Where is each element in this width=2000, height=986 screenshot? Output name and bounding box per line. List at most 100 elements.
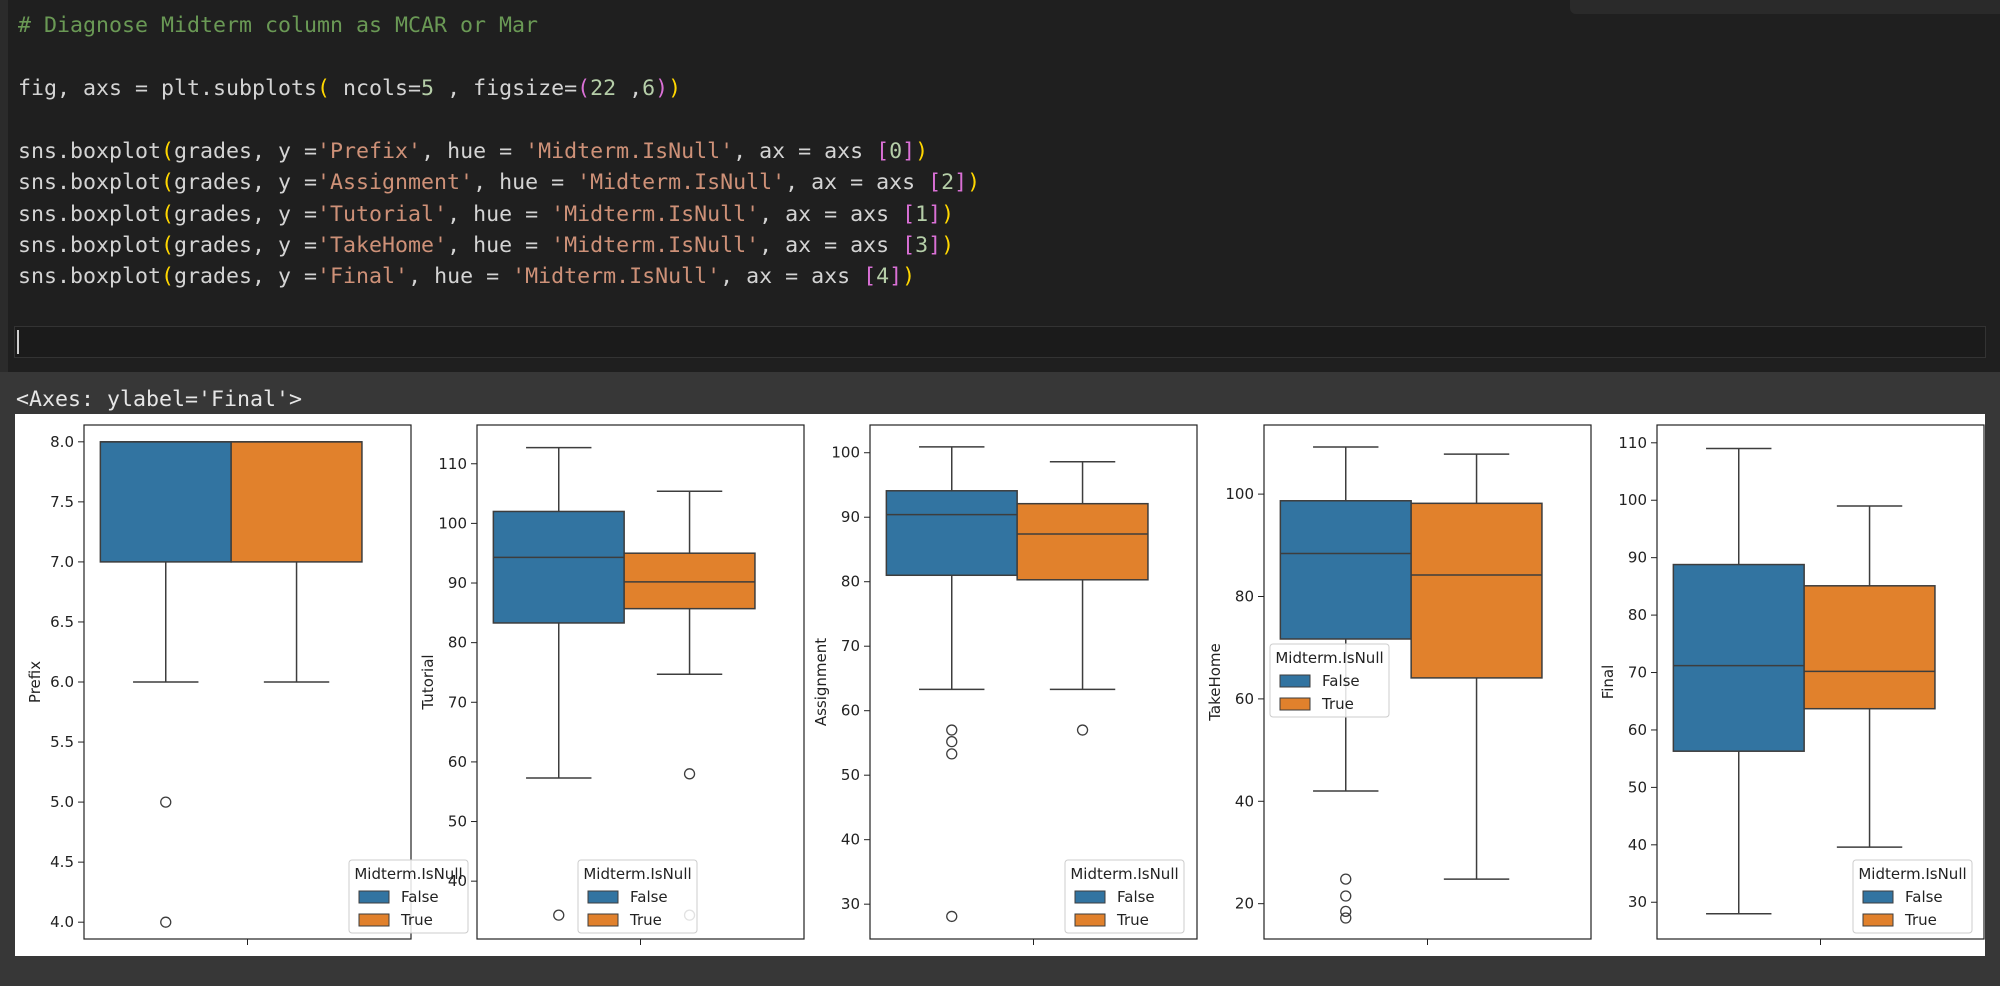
code-token: grades, y = <box>174 264 318 289</box>
y-tick-label: 70 <box>448 693 467 711</box>
code-line: sns.boxplot(grades, y ='Assignment', hue… <box>18 168 980 198</box>
y-tick-label: 60 <box>841 702 860 720</box>
code-token: ] <box>902 139 916 164</box>
box-true <box>623 552 756 610</box>
legend-title: Midterm.IsNull <box>583 865 691 883</box>
y-tick-label: 20 <box>1235 895 1254 913</box>
y-tick-label: 40 <box>1235 792 1254 810</box>
code-token: , figsize= <box>434 76 578 101</box>
code-token: 4 <box>876 264 890 289</box>
code-token: , hue = <box>421 139 526 164</box>
y-axis-label: TakeHome <box>1206 643 1224 722</box>
legend-title: Midterm.IsNull <box>354 865 462 883</box>
code-token: [ <box>928 170 942 195</box>
legend: Midterm.IsNull False True <box>1269 643 1390 718</box>
code-token: , ax = axs <box>785 170 929 195</box>
cell-toolbar[interactable] <box>1570 0 2000 14</box>
code-token: 'Midterm.IsNull' <box>551 233 760 258</box>
code-token: 5 <box>421 76 435 101</box>
code-token: ) <box>902 264 916 289</box>
empty-code-cell[interactable] <box>14 326 1986 358</box>
code-line: sns.boxplot(grades, y ='Tutorial', hue =… <box>18 200 954 230</box>
box-false <box>492 510 625 624</box>
code-token: 'Final' <box>317 264 409 289</box>
code-token: sns.boxplot <box>18 139 162 164</box>
code-token: 1 <box>915 202 929 227</box>
y-tick-label: 4.0 <box>50 913 74 931</box>
y-axis-label: Tutorial <box>419 654 437 710</box>
y-axis-label: Assignment <box>812 638 830 726</box>
code-token: # Diagnose Midterm column as MCAR or Mar <box>18 13 539 38</box>
code-token: , <box>616 76 643 101</box>
legend-swatch-false <box>1279 674 1311 688</box>
y-tick-label: 7.5 <box>50 493 74 511</box>
code-token: 'Midterm.IsNull' <box>525 139 734 164</box>
y-tick-label: 90 <box>841 508 860 526</box>
legend-swatch-false <box>358 890 390 904</box>
y-tick-label: 6.5 <box>50 613 74 631</box>
code-token: ] <box>889 264 903 289</box>
y-tick-label: 60 <box>1235 690 1254 708</box>
box-false-outlier <box>1340 905 1352 918</box>
box-false-outlier <box>946 736 958 748</box>
code-token: ) <box>655 76 669 101</box>
y-tick-label: 80 <box>1235 588 1254 606</box>
legend-label-false: False <box>630 888 668 906</box>
code-token: sns.boxplot <box>18 264 162 289</box>
code-token: [ <box>902 233 916 258</box>
code-token: , hue = <box>473 170 578 195</box>
y-tick-label: 80 <box>448 634 467 652</box>
code-token: 'Midterm.IsNull' <box>551 202 760 227</box>
code-token: fig, axs = plt.subplots <box>18 76 318 101</box>
legend-swatch-false <box>1074 890 1106 904</box>
legend-title: Midterm.IsNull <box>1858 865 1966 883</box>
code-token: ] <box>928 202 942 227</box>
code-token: grades, y = <box>174 170 318 195</box>
code-token: 22 <box>590 76 617 101</box>
code-token: , ax = axs <box>759 233 903 258</box>
code-token: ( <box>161 233 175 258</box>
box-false-outlier <box>1340 912 1352 924</box>
code-line: sns.boxplot(grades, y ='Prefix', hue = '… <box>18 137 928 167</box>
legend-swatch-true <box>1279 697 1311 711</box>
y-tick-label: 60 <box>448 753 467 771</box>
code-token: ] <box>954 170 968 195</box>
y-tick-label: 6.0 <box>50 673 74 691</box>
y-tick-label: 60 <box>1628 721 1647 739</box>
code-token: 'TakeHome' <box>317 233 448 258</box>
code-token: [ <box>902 202 916 227</box>
legend-label-true: True <box>400 911 433 929</box>
y-tick-label: 4.5 <box>50 853 74 871</box>
legend-swatch-false <box>1862 890 1894 904</box>
box-true <box>1803 585 1936 710</box>
y-tick-label: 90 <box>1628 549 1647 567</box>
y-tick-label: 40 <box>1628 836 1647 854</box>
y-tick-label: 30 <box>841 895 860 913</box>
box-false <box>1672 563 1805 752</box>
y-axis-label: Prefix <box>26 661 44 703</box>
code-cell-editor[interactable]: # Diagnose Midterm column as MCAR or Mar… <box>0 0 2000 372</box>
code-token: , hue = <box>447 233 552 258</box>
box-true <box>1016 502 1149 581</box>
box-false-outlier <box>1340 890 1352 902</box>
code-token: 3 <box>915 233 929 258</box>
y-tick-label: 70 <box>841 637 860 655</box>
box-false-outlier <box>553 909 565 921</box>
code-token: , hue = <box>447 202 552 227</box>
code-token: 'Prefix' <box>317 139 422 164</box>
code-token: sns.boxplot <box>18 202 162 227</box>
y-tick-label: 70 <box>1628 664 1647 682</box>
box-false <box>1279 500 1412 640</box>
box-true <box>230 441 363 563</box>
code-token: ) <box>915 139 929 164</box>
box-true-outlier <box>1076 724 1089 736</box>
code-token: 'Assignment' <box>317 170 474 195</box>
code-token: ( <box>317 76 331 101</box>
legend-swatch-true <box>1074 913 1106 927</box>
legend: Midterm.IsNull False True <box>1852 859 1973 934</box>
legend: Midterm.IsNull False True <box>1064 859 1185 934</box>
subplot-final: 30 40 50 60 70 80 90 100 110 Final Midterm.IsNull F… <box>1599 424 1985 945</box>
code-token: , hue = <box>408 264 513 289</box>
box-false-outlier <box>946 724 958 736</box>
code-token: grades, y = <box>174 139 318 164</box>
